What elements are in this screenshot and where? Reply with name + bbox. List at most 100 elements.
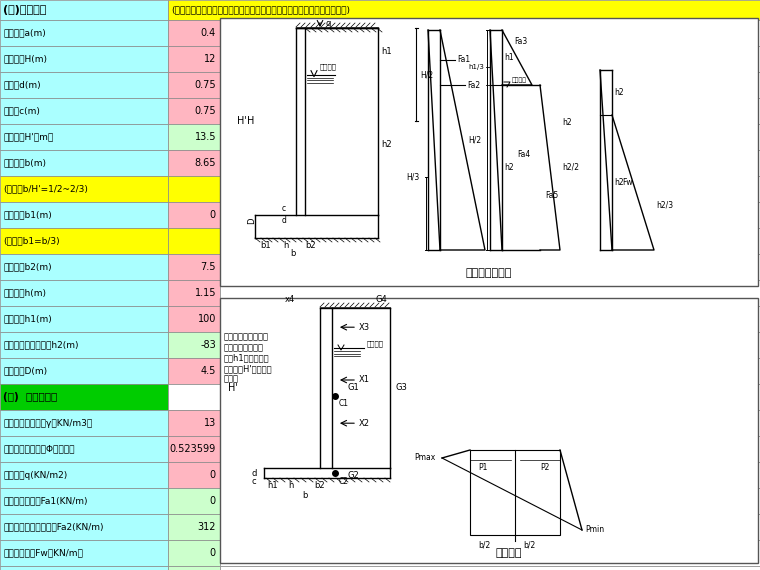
Text: C1: C1 <box>339 400 349 409</box>
Bar <box>168 176 220 202</box>
Text: 墙踵宽度b2(m): 墙踵宽度b2(m) <box>3 263 52 271</box>
Bar <box>168 228 220 254</box>
Bar <box>220 298 758 563</box>
Bar <box>168 124 220 150</box>
Text: 0: 0 <box>210 210 216 220</box>
Text: c: c <box>252 478 257 487</box>
Text: h1/3: h1/3 <box>468 64 484 70</box>
Text: h2: h2 <box>504 163 514 172</box>
Bar <box>0 410 168 436</box>
Bar <box>168 46 220 72</box>
Bar <box>0 436 168 462</box>
Text: h2: h2 <box>614 178 624 187</box>
Text: b: b <box>290 250 296 259</box>
Text: h2: h2 <box>614 88 624 97</box>
Bar <box>0 202 168 228</box>
Text: 0: 0 <box>210 496 216 506</box>
Bar <box>0 384 168 410</box>
Text: 12: 12 <box>204 54 216 64</box>
Text: (一)几何参数: (一)几何参数 <box>3 5 46 15</box>
Text: d: d <box>252 469 258 478</box>
Text: 墙后填土平均重度γ（KN/m3）: 墙后填土平均重度γ（KN/m3） <box>3 418 92 428</box>
Text: c: c <box>282 204 286 213</box>
Text: 底板宽度b(m): 底板宽度b(m) <box>3 158 46 168</box>
Text: 内力计算: 内力计算 <box>496 548 522 558</box>
Bar <box>220 462 760 488</box>
Text: H': H' <box>228 383 238 393</box>
Text: 地下水侧压力Fw（KN/m）: 地下水侧压力Fw（KN/m） <box>3 548 83 557</box>
Bar <box>168 254 220 280</box>
Text: 墙后填土内摩擦角Φ（弧度）: 墙后填土内摩擦角Φ（弧度） <box>3 445 74 454</box>
Text: G1: G1 <box>347 384 359 393</box>
Text: 0: 0 <box>210 470 216 480</box>
Text: (说明：粉红色单元格需自填数据，浅绿色为计算数据，黄色为说明性文字): (说明：粉红色单元格需自填数据，浅绿色为计算数据，黄色为说明性文字) <box>171 6 350 14</box>
Text: Fa2: Fa2 <box>467 80 480 89</box>
Bar <box>220 566 760 570</box>
Bar <box>168 98 220 124</box>
Text: 0.75: 0.75 <box>195 106 216 116</box>
Text: 0.4: 0.4 <box>201 28 216 38</box>
Text: h: h <box>288 482 293 491</box>
Text: b2: b2 <box>314 482 325 491</box>
Bar <box>220 436 760 462</box>
Text: b1: b1 <box>260 242 271 250</box>
Text: h2/3: h2/3 <box>656 201 673 210</box>
Text: (一般取b1=b/3): (一般取b1=b/3) <box>3 237 59 246</box>
Text: d: d <box>282 215 287 225</box>
Bar <box>168 358 220 384</box>
Text: 地下水位: 地下水位 <box>367 341 384 347</box>
Bar <box>168 280 220 306</box>
Bar <box>220 228 760 254</box>
Text: 地面堆载侧压力Fa1(KN/m): 地面堆载侧压力Fa1(KN/m) <box>3 496 87 506</box>
Bar <box>0 488 168 514</box>
Bar <box>220 488 760 514</box>
Bar <box>168 566 220 570</box>
Bar <box>0 150 168 176</box>
Text: 挡墙净高H(m): 挡墙净高H(m) <box>3 55 47 63</box>
Text: P1: P1 <box>478 463 487 473</box>
Text: H/2: H/2 <box>468 136 481 145</box>
Text: 墙根宽度h(m): 墙根宽度h(m) <box>3 288 46 298</box>
Text: H': H' <box>237 116 247 127</box>
Bar <box>220 98 760 124</box>
Text: h1: h1 <box>267 482 277 491</box>
Text: q: q <box>325 18 331 27</box>
Text: C2: C2 <box>339 477 349 486</box>
Bar <box>168 410 220 436</box>
Bar <box>220 46 760 72</box>
Text: Fw: Fw <box>622 178 632 187</box>
Text: 100: 100 <box>198 314 216 324</box>
Bar <box>168 332 220 358</box>
Text: b: b <box>302 491 307 499</box>
Text: 基底埋深D(m): 基底埋深D(m) <box>3 367 47 376</box>
Bar <box>0 228 168 254</box>
Bar <box>220 306 760 332</box>
Text: Fa1: Fa1 <box>457 55 470 64</box>
Text: 挡墙总高H'（m）: 挡墙总高H'（m） <box>3 132 53 141</box>
Bar <box>220 18 758 286</box>
Bar <box>220 332 760 358</box>
Bar <box>220 254 760 280</box>
Text: x4: x4 <box>285 295 295 304</box>
Text: 地下水位至墙根距高h2(m): 地下水位至墙根距高h2(m) <box>3 340 78 349</box>
Bar <box>0 332 168 358</box>
Bar <box>0 46 168 72</box>
Bar <box>470 450 560 535</box>
Text: 地下水位: 地下水位 <box>512 77 527 83</box>
Text: X1: X1 <box>359 376 370 385</box>
Text: h: h <box>283 242 288 250</box>
Bar <box>168 20 220 46</box>
Bar <box>220 176 760 202</box>
Bar <box>220 202 760 228</box>
Text: b2: b2 <box>305 242 315 250</box>
Bar <box>168 0 760 20</box>
Text: 墙趾宽度b1(m): 墙趾宽度b1(m) <box>3 210 52 219</box>
Text: h2/2: h2/2 <box>562 163 579 172</box>
Text: -83: -83 <box>200 340 216 350</box>
Text: 1.15: 1.15 <box>195 288 216 298</box>
Bar <box>168 488 220 514</box>
Text: G2: G2 <box>347 471 359 481</box>
Bar <box>168 436 220 462</box>
Bar <box>220 410 760 436</box>
Text: 底板高d(m): 底板高d(m) <box>3 80 40 89</box>
